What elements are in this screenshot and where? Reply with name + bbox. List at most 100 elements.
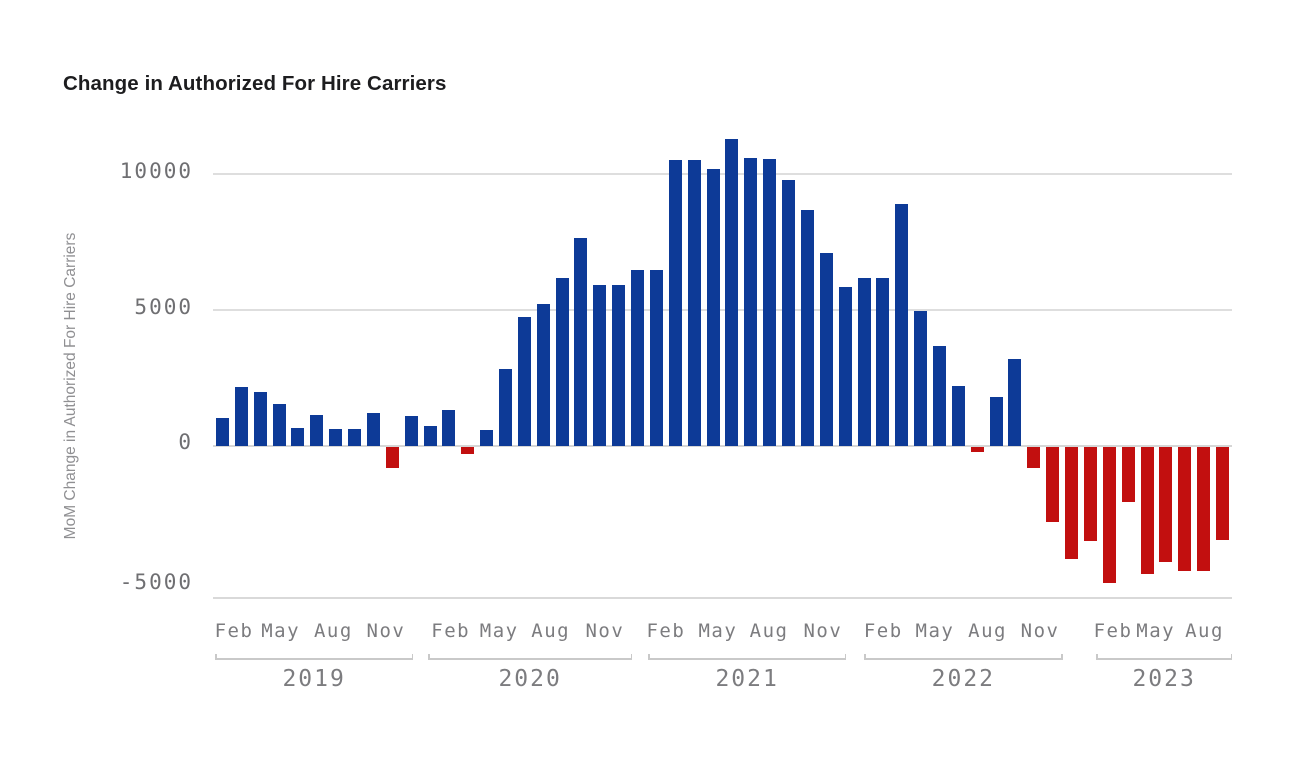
bar-may-2022 xyxy=(951,385,965,446)
bar-jul-2023 xyxy=(1216,446,1230,540)
bar-jan-2020 xyxy=(423,426,437,446)
x-tick-may-2023: May xyxy=(1136,620,1176,642)
bar-jul-2021 xyxy=(763,158,777,446)
x-tick-may-2020: May xyxy=(479,620,519,642)
gridline-5000 xyxy=(213,309,1232,311)
x-axis-line-2021 xyxy=(648,658,846,660)
x-tick-aug-2020: Aug xyxy=(531,620,571,642)
bar-apr-2023 xyxy=(1159,446,1173,563)
x-axis-endtick-2022-right xyxy=(1061,653,1063,659)
x-axis-year-label-2020: 2020 xyxy=(498,666,562,692)
x-axis-endtick-2020-left xyxy=(428,653,430,659)
bar-dec-2022 xyxy=(1083,446,1097,541)
y-tick-label-0: 0 xyxy=(178,430,193,454)
x-axis-endtick-2022-left xyxy=(864,653,866,659)
x-axis-endtick-2019-left xyxy=(215,653,217,659)
y-tick-label--5000: -5000 xyxy=(119,569,193,594)
x-axis-line-2019 xyxy=(215,658,414,660)
y-tick-label-10000: 10000 xyxy=(119,158,193,183)
x-axis-year-label-2021: 2021 xyxy=(715,666,779,692)
bar-may-2020 xyxy=(498,369,512,446)
bar-feb-2020 xyxy=(442,409,456,446)
bar-oct-2022 xyxy=(1046,446,1060,522)
bar-sep-2021 xyxy=(800,209,814,446)
bar-feb-2019 xyxy=(215,418,229,446)
bar-mar-2023 xyxy=(1140,446,1154,575)
bar-apr-2021 xyxy=(706,168,720,446)
bar-may-2021 xyxy=(725,139,739,446)
x-axis-line-2022 xyxy=(864,658,1063,660)
x-tick-nov-2021: Nov xyxy=(803,620,843,642)
x-tick-feb-2020: Feb xyxy=(431,620,471,642)
bar-apr-2022 xyxy=(933,346,946,446)
y-tick-label-5000: 5000 xyxy=(134,294,193,319)
bar-feb-2022 xyxy=(895,203,909,446)
bar-may-2019 xyxy=(272,403,286,446)
bar-jul-2022 xyxy=(989,396,1003,446)
bar-feb-2023 xyxy=(1121,446,1135,503)
plot-bottom-frame-line xyxy=(213,596,1232,599)
bar-dec-2020 xyxy=(631,269,645,446)
bar-nov-2019 xyxy=(385,446,399,468)
bar-aug-2021 xyxy=(782,180,796,446)
bar-oct-2020 xyxy=(593,285,607,446)
bar-jan-2023 xyxy=(1102,446,1116,583)
bar-jan-2022 xyxy=(876,277,890,446)
x-tick-aug-2022: Aug xyxy=(968,620,1007,642)
x-axis-endtick-2021-left xyxy=(648,653,650,659)
bar-sep-2019 xyxy=(348,428,362,446)
x-tick-may-2019: May xyxy=(261,620,301,642)
bar-dec-2019 xyxy=(404,415,418,446)
x-axis-year-label-2019: 2019 xyxy=(282,666,346,692)
x-tick-aug-2019: Aug xyxy=(313,620,353,642)
bar-aug-2022 xyxy=(1008,358,1022,446)
x-axis-endtick-2020-right xyxy=(630,653,632,659)
x-axis-endtick-2023-left xyxy=(1096,653,1098,659)
x-axis-year-label-2023: 2023 xyxy=(1132,666,1196,692)
bar-nov-2020 xyxy=(612,284,626,446)
bar-mar-2021 xyxy=(687,160,701,446)
bar-mar-2022 xyxy=(914,310,928,446)
bar-feb-2021 xyxy=(668,160,682,446)
bar-dec-2021 xyxy=(857,277,871,446)
x-tick-feb-2023: Feb xyxy=(1093,620,1133,642)
x-axis-endtick-2021-right xyxy=(844,653,846,659)
x-tick-may-2021: May xyxy=(698,620,738,642)
x-tick-aug-2023: Aug xyxy=(1185,620,1224,642)
bar-jun-2023 xyxy=(1197,446,1211,571)
bar-apr-2020 xyxy=(480,429,494,446)
x-tick-aug-2021: Aug xyxy=(749,620,789,642)
bar-may-2023 xyxy=(1178,446,1192,571)
bar-jan-2021 xyxy=(649,269,663,446)
x-axis-year-label-2022: 2022 xyxy=(931,666,996,692)
x-axis-line-2020 xyxy=(428,658,632,660)
bar-jun-2020 xyxy=(517,317,531,446)
x-tick-nov-2019: Nov xyxy=(366,620,406,642)
x-tick-nov-2020: Nov xyxy=(585,620,625,642)
bar-mar-2019 xyxy=(234,386,248,446)
gridline-10000 xyxy=(213,173,1232,175)
x-tick-feb-2022: Feb xyxy=(863,620,903,642)
x-axis-endtick-2019-right xyxy=(411,653,414,659)
y-axis-title: MoM Change in Authorized For Hire Carrie… xyxy=(62,232,79,540)
x-tick-may-2022: May xyxy=(915,620,955,642)
bar-jun-2019 xyxy=(291,428,305,446)
bar-mar-2020 xyxy=(461,446,475,454)
x-axis-line-2023 xyxy=(1096,658,1233,660)
chart-title: Change in Authorized For Hire Carriers xyxy=(63,72,447,95)
x-tick-nov-2022: Nov xyxy=(1020,620,1060,642)
bar-oct-2019 xyxy=(366,412,380,446)
bar-aug-2020 xyxy=(555,278,569,446)
zero-gridline xyxy=(213,444,1232,447)
bar-jun-2022 xyxy=(970,446,984,453)
bar-jul-2020 xyxy=(536,304,550,446)
bar-sep-2020 xyxy=(574,237,588,446)
x-tick-feb-2019: Feb xyxy=(214,620,254,642)
bar-jun-2021 xyxy=(744,157,758,446)
bar-aug-2019 xyxy=(329,429,343,446)
bar-nov-2021 xyxy=(838,286,852,446)
bar-nov-2022 xyxy=(1065,446,1079,560)
bar-jul-2019 xyxy=(310,414,324,446)
bar-apr-2019 xyxy=(253,391,267,446)
